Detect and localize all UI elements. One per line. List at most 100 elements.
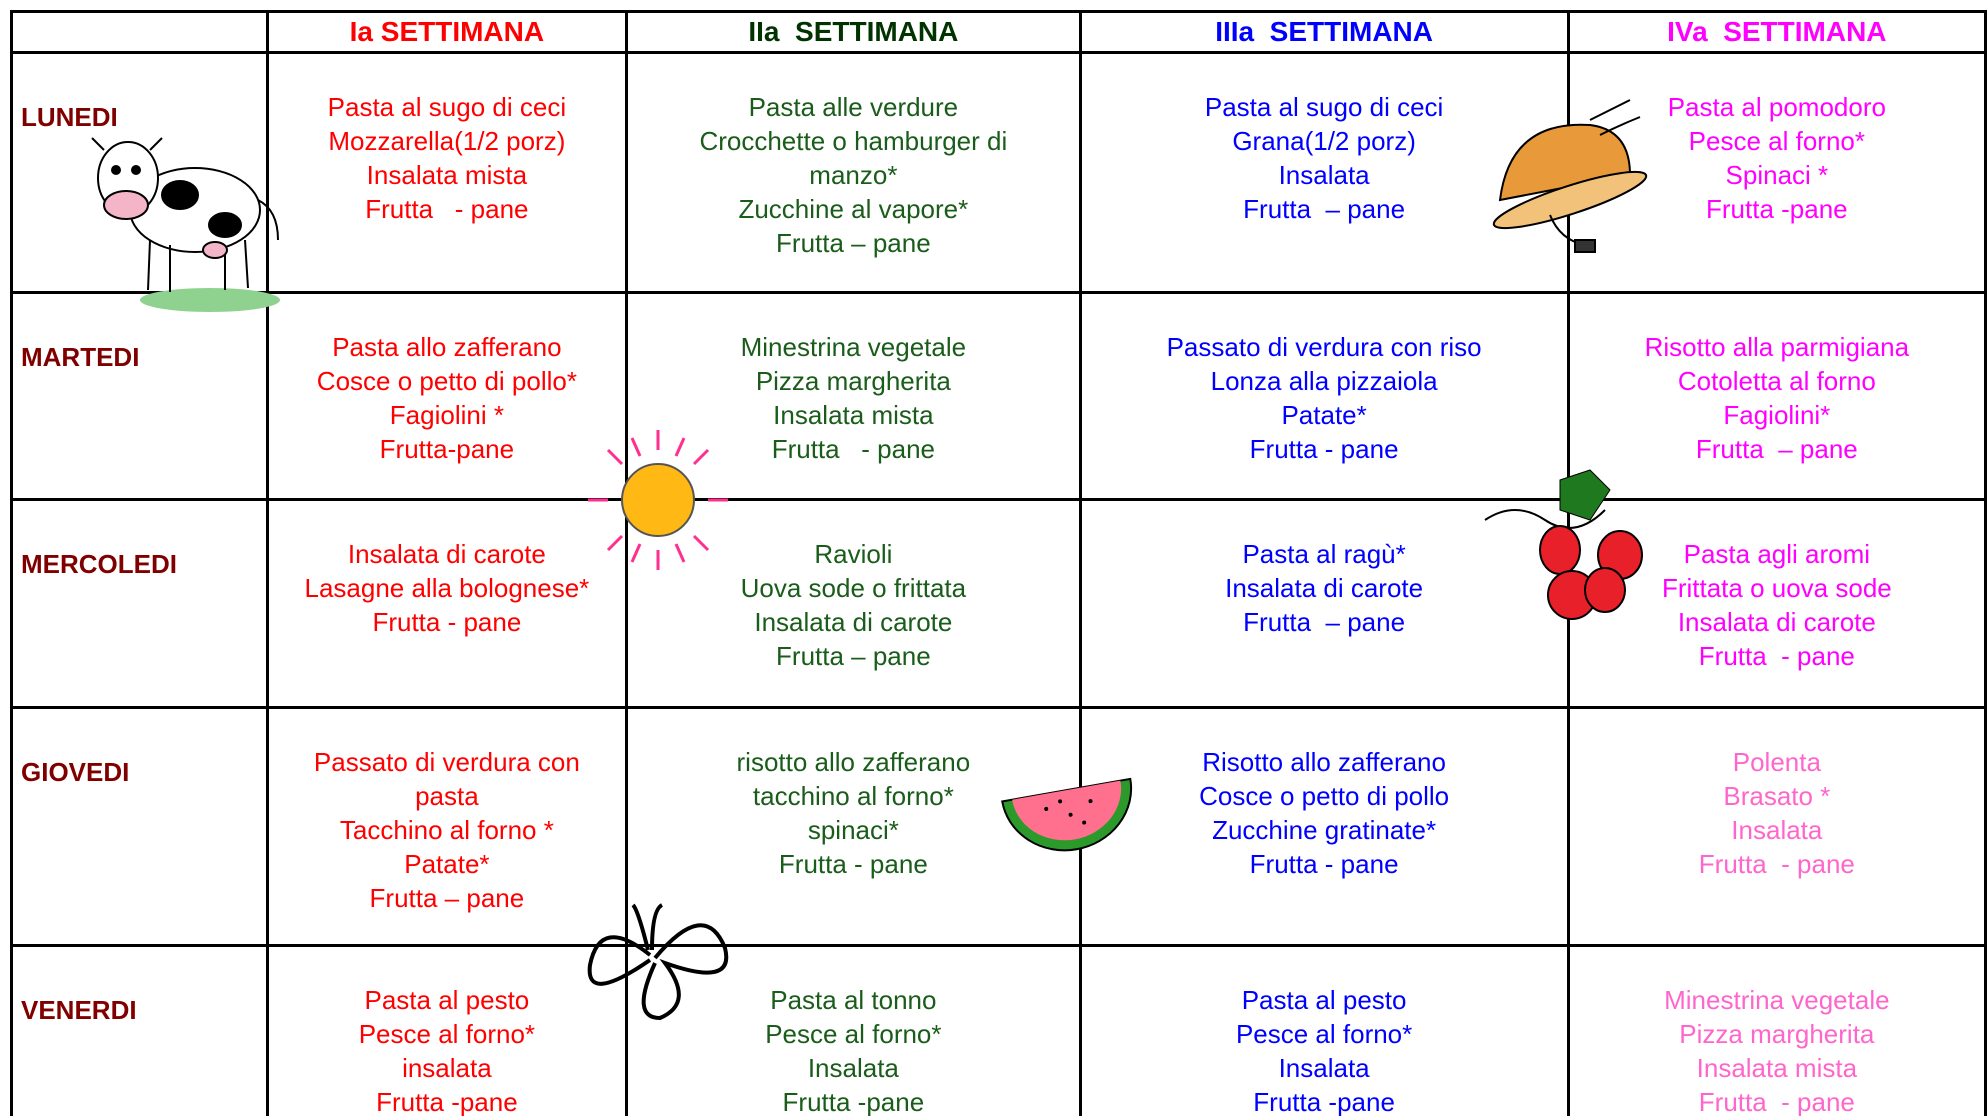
menu-item: Frittata o uova sode xyxy=(1661,573,1892,603)
menu-item: Spinaci * xyxy=(1725,160,1829,190)
menu-item: Uova sode o frittata xyxy=(740,573,967,603)
menu-item: Cosce o petto di pollo xyxy=(1199,781,1450,811)
menu-item: Pasta al pesto xyxy=(364,985,530,1015)
menu-item: Patate* xyxy=(404,849,490,879)
menu-item: Pasta al pesto xyxy=(1241,985,1407,1015)
menu-item: Frutta - pane xyxy=(778,849,928,879)
menu-item: Pizza margherita xyxy=(1679,1019,1875,1049)
menu-cell: Pasta al ragù* Insalata di carote Frutta –… xyxy=(1078,498,1570,709)
menu-cell: Pasta al pesto Pesce al forno* insalata Fru… xyxy=(265,944,629,1116)
menu-table: Ia SETTIMANA IIa SETTIMANA IIIa SETTIMANA I… xyxy=(10,10,1987,1116)
menu-item: Pasta alle verdure xyxy=(748,92,959,122)
menu-item: Frutta – pane xyxy=(369,883,525,913)
menu-cell: Minestrina vegetale Pizza margherita Insal… xyxy=(625,291,1082,501)
menu-item: Frutta – pane xyxy=(1243,194,1406,224)
day-row: GIOVEDI Passato di verdura con pasta Tacchi… xyxy=(10,706,1987,947)
menu-cell: Pasta al tonno Pesce al forno* Insalata Fru… xyxy=(625,944,1082,1116)
menu-item: Frutta - pane xyxy=(365,194,529,224)
day-row: MERCOLEDI Insalata di carote Lasagne alla … xyxy=(10,498,1987,709)
menu-item: Passato di verdura con xyxy=(313,747,580,777)
menu-item: Insalata mista xyxy=(366,160,528,190)
menu-item: Grana(1/2 porz) xyxy=(1232,126,1416,156)
menu-item: risotto allo zafferano xyxy=(736,747,971,777)
week-header: Ia SETTIMANA xyxy=(265,10,629,54)
menu-cell: Pasta agli aromi Frittata o uova sode Insa… xyxy=(1566,498,1987,709)
menu-item: Risotto allo zafferano xyxy=(1202,747,1446,777)
menu-item: Frutta – pane xyxy=(1695,434,1858,464)
menu-item: Crocchette o hamburger di xyxy=(699,126,1008,156)
menu-cell: Ravioli Uova sode o frittata Insalata di c… xyxy=(625,498,1082,709)
menu-item: Passato di verdura con riso xyxy=(1166,332,1482,362)
menu-item: Pasta al sugo di ceci xyxy=(1204,92,1444,122)
menu-item: Lonza alla pizzaiola xyxy=(1210,366,1438,396)
menu-cell: Pasta allo zafferano Cosce o petto di pol… xyxy=(265,291,629,501)
menu-cell: Pasta al pesto Pesce al forno* Insalata Fru… xyxy=(1078,944,1570,1116)
menu-item: Pasta allo zafferano xyxy=(332,332,562,362)
menu-item: manzo* xyxy=(809,160,898,190)
corner-cell xyxy=(10,10,269,54)
menu-cell: Pasta al sugo di ceci Grana(1/2 porz) Insa… xyxy=(1078,51,1570,294)
menu-item: Risotto alla parmigiana xyxy=(1644,332,1910,362)
day-row: MARTEDI Pasta allo zafferano Cosce o petto… xyxy=(10,291,1987,501)
menu-item: Tacchino al forno * xyxy=(339,815,554,845)
menu-item: Frutta - pane xyxy=(1698,641,1855,671)
day-row: VENERDI Pasta al pesto Pesce al forno* insa… xyxy=(10,944,1987,1116)
menu-item: Pesce al forno* xyxy=(1688,126,1865,156)
week-header: IIa SETTIMANA xyxy=(625,10,1082,54)
menu-item: Insalata di carote xyxy=(1677,607,1876,637)
menu-item: Insalata di carote xyxy=(347,539,546,569)
menu-item: Frutta - pane xyxy=(372,607,522,637)
menu-cell: Polenta Brasato * Insalata Frutta - pane xyxy=(1566,706,1987,947)
menu-item: Zucchine al vapore* xyxy=(738,194,969,224)
menu-item: Frutta - pane xyxy=(1249,849,1399,879)
menu-item: Frutta -pane xyxy=(782,1087,925,1116)
menu-item: Insalata xyxy=(1731,815,1823,845)
menu-item: Frutta - pane xyxy=(1698,849,1855,879)
menu-item: Frutta -pane xyxy=(376,1087,518,1116)
week-header: IVa SETTIMANA xyxy=(1566,10,1987,54)
menu-item: Pesce al forno* xyxy=(765,1019,942,1049)
menu-cell: Pasta al sugo di ceci Mozzarella(1/2 porz… xyxy=(265,51,629,294)
menu-item: Insalata mista xyxy=(1696,1053,1858,1083)
menu-cell: Minestrina vegetale Pizza margherita Insal… xyxy=(1566,944,1987,1116)
menu-item: Pasta al sugo di ceci xyxy=(327,92,567,122)
menu-item: tacchino al forno* xyxy=(752,781,954,811)
menu-item: Insalata xyxy=(1278,160,1370,190)
menu-item: Brasato * xyxy=(1723,781,1831,811)
week-header: IIIa SETTIMANA xyxy=(1078,10,1570,54)
menu-item: Insalata mista xyxy=(773,400,934,430)
menu-item: Fagiolini* xyxy=(1723,400,1831,430)
menu-item: Minestrina vegetale xyxy=(740,332,967,362)
menu-item: Fagiolini * xyxy=(389,400,504,430)
menu-item: Frutta – pane xyxy=(1243,607,1406,637)
menu-cell: Insalata di carote Lasagne alla bolognese… xyxy=(265,498,629,709)
menu-cell: Pasta alle verdure Crocchette o hamburger… xyxy=(625,51,1082,294)
menu-cell: Risotto allo zafferano Cosce o petto di p… xyxy=(1078,706,1570,947)
menu-cell: Risotto alla parmigiana Cotoletta al forn… xyxy=(1566,291,1987,501)
menu-item: Pasta agli aromi xyxy=(1683,539,1871,569)
menu-item: Polenta xyxy=(1732,747,1821,777)
menu-item: Mozzarella(1/2 porz) xyxy=(328,126,566,156)
day-name: MARTEDI xyxy=(10,291,269,501)
menu-item: Frutta - pane xyxy=(1698,1087,1855,1116)
menu-item: Pizza margherita xyxy=(755,366,951,396)
day-name: LUNEDI xyxy=(10,51,269,294)
header-row: Ia SETTIMANA IIa SETTIMANA IIIa SETTIMANA I… xyxy=(10,10,1987,54)
menu-item: Insalata xyxy=(807,1053,899,1083)
day-name: MERCOLEDI xyxy=(10,498,269,709)
menu-item: Patate* xyxy=(1281,400,1367,430)
menu-item: spinaci* xyxy=(807,815,899,845)
menu-item: Frutta -pane xyxy=(1706,194,1848,224)
menu-item: Frutta - pane xyxy=(1249,434,1399,464)
menu-item: Minestrina vegetale xyxy=(1664,985,1890,1015)
menu-cell: Passato di verdura con riso Lonza alla pi… xyxy=(1078,291,1570,501)
menu-item: Frutta - pane xyxy=(771,434,936,464)
menu-item: Frutta -pane xyxy=(1253,1087,1395,1116)
day-name: VENERDI xyxy=(10,944,269,1116)
menu-item: Pesce al forno* xyxy=(1235,1019,1413,1049)
menu-item: Pasta al ragù* xyxy=(1242,539,1406,569)
menu-item: Insalata xyxy=(1278,1053,1370,1083)
menu-item: Frutta – pane xyxy=(776,228,931,258)
menu-item: Insalata di carote xyxy=(754,607,953,637)
